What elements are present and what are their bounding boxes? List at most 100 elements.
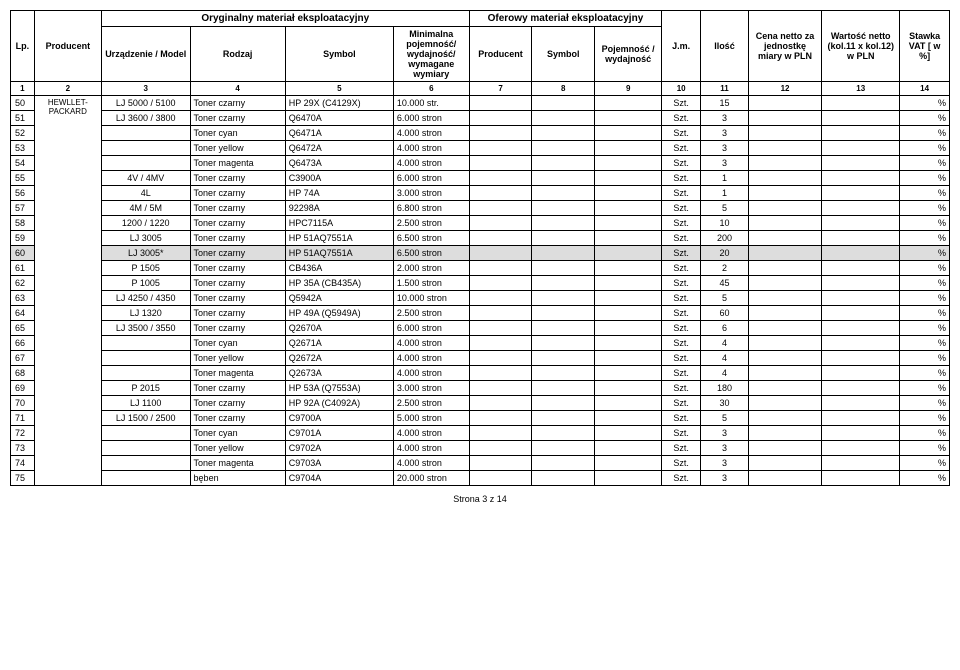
cell-jm: Szt. bbox=[662, 261, 701, 276]
cell-symbol: Q6472A bbox=[285, 141, 393, 156]
cell-empty bbox=[748, 321, 822, 336]
cell-vat: % bbox=[900, 351, 950, 366]
cell-lp: 50 bbox=[11, 96, 35, 111]
cell-empty bbox=[469, 276, 532, 291]
cell-model bbox=[101, 456, 190, 471]
cell-empty bbox=[595, 111, 662, 126]
cell-min: 2.500 stron bbox=[393, 306, 469, 321]
cell-vat: % bbox=[900, 471, 950, 486]
cell-model bbox=[101, 156, 190, 171]
cell-jm: Szt. bbox=[662, 381, 701, 396]
cell-empty bbox=[595, 276, 662, 291]
cell-model bbox=[101, 351, 190, 366]
cell-vat: % bbox=[900, 96, 950, 111]
cell-rodzaj: Toner czarny bbox=[190, 381, 285, 396]
cell-symbol: C9703A bbox=[285, 456, 393, 471]
cell-model: P 2015 bbox=[101, 381, 190, 396]
cell-jm: Szt. bbox=[662, 411, 701, 426]
cell-empty bbox=[532, 456, 595, 471]
cell-vat: % bbox=[900, 366, 950, 381]
cell-symbol: Q2672A bbox=[285, 351, 393, 366]
cell-lp: 55 bbox=[11, 171, 35, 186]
cell-lp: 60 bbox=[11, 246, 35, 261]
cell-empty bbox=[469, 381, 532, 396]
cell-rodzaj: Toner czarny bbox=[190, 246, 285, 261]
cell-empty bbox=[469, 171, 532, 186]
cell-lp: 69 bbox=[11, 381, 35, 396]
cell-empty bbox=[469, 306, 532, 321]
cell-lp: 66 bbox=[11, 336, 35, 351]
cell-ilosc: 3 bbox=[701, 471, 749, 486]
cell-model bbox=[101, 336, 190, 351]
cell-empty bbox=[532, 141, 595, 156]
cell-ilosc: 3 bbox=[701, 126, 749, 141]
cell-rodzaj: Toner yellow bbox=[190, 141, 285, 156]
cell-lp: 68 bbox=[11, 366, 35, 381]
cell-model: LJ 3005* bbox=[101, 246, 190, 261]
th-symbol2: Symbol bbox=[532, 27, 595, 82]
cell-jm: Szt. bbox=[662, 171, 701, 186]
cell-empty bbox=[595, 351, 662, 366]
th-rodzaj: Rodzaj bbox=[190, 27, 285, 82]
cell-empty bbox=[532, 291, 595, 306]
cell-empty bbox=[748, 96, 822, 111]
cell-jm: Szt. bbox=[662, 246, 701, 261]
cell-empty bbox=[822, 321, 900, 336]
cell-ilosc: 6 bbox=[701, 321, 749, 336]
table-row: 69P 2015Toner czarnyHP 53A (Q7553A)3.000… bbox=[11, 381, 950, 396]
cell-ilosc: 4 bbox=[701, 336, 749, 351]
cell-empty bbox=[595, 126, 662, 141]
cell-empty bbox=[469, 141, 532, 156]
cell-lp: 56 bbox=[11, 186, 35, 201]
cell-empty bbox=[469, 411, 532, 426]
table-row: 64LJ 1320Toner czarnyHP 49A (Q5949A)2.50… bbox=[11, 306, 950, 321]
th-stawka: Stawka VAT [ w %] bbox=[900, 11, 950, 82]
cell-jm: Szt. bbox=[662, 471, 701, 486]
cell-empty bbox=[532, 171, 595, 186]
cell-empty bbox=[469, 201, 532, 216]
cell-lp: 74 bbox=[11, 456, 35, 471]
cell-jm: Szt. bbox=[662, 126, 701, 141]
cell-vat: % bbox=[900, 111, 950, 126]
cell-lp: 57 bbox=[11, 201, 35, 216]
cell-min: 1.500 stron bbox=[393, 276, 469, 291]
cell-jm: Szt. bbox=[662, 156, 701, 171]
th-minimalna: Minimalna pojemność/ wydajność/ wymagane… bbox=[393, 27, 469, 82]
table-row: 62P 1005Toner czarnyHP 35A (CB435A)1.500… bbox=[11, 276, 950, 291]
cell-empty bbox=[469, 321, 532, 336]
cell-symbol: C9702A bbox=[285, 441, 393, 456]
cell-empty bbox=[822, 291, 900, 306]
cell-empty bbox=[469, 426, 532, 441]
cell-rodzaj: Toner magenta bbox=[190, 156, 285, 171]
cell-empty bbox=[748, 381, 822, 396]
colnum-3: 3 bbox=[101, 82, 190, 96]
cell-model: 4M / 5M bbox=[101, 201, 190, 216]
cell-empty bbox=[595, 231, 662, 246]
cell-jm: Szt. bbox=[662, 351, 701, 366]
cell-vat: % bbox=[900, 216, 950, 231]
cell-rodzaj: Toner magenta bbox=[190, 366, 285, 381]
cell-vat: % bbox=[900, 201, 950, 216]
cell-empty bbox=[822, 456, 900, 471]
cell-min: 6.000 stron bbox=[393, 321, 469, 336]
cell-empty bbox=[822, 126, 900, 141]
cell-rodzaj: Toner czarny bbox=[190, 201, 285, 216]
cell-empty bbox=[595, 381, 662, 396]
cell-empty bbox=[748, 111, 822, 126]
cell-symbol: C9700A bbox=[285, 411, 393, 426]
cell-empty bbox=[822, 96, 900, 111]
cell-empty bbox=[532, 261, 595, 276]
cell-empty bbox=[822, 306, 900, 321]
cell-ilosc: 200 bbox=[701, 231, 749, 246]
cell-empty bbox=[822, 276, 900, 291]
cell-empty bbox=[748, 291, 822, 306]
cell-rodzaj: Toner czarny bbox=[190, 171, 285, 186]
cell-empty bbox=[532, 216, 595, 231]
cell-empty bbox=[595, 426, 662, 441]
table-row: 51LJ 3600 / 3800Toner czarnyQ6470A6.000 … bbox=[11, 111, 950, 126]
cell-empty bbox=[469, 351, 532, 366]
cell-rodzaj: Toner czarny bbox=[190, 306, 285, 321]
cell-empty bbox=[532, 366, 595, 381]
cell-empty bbox=[532, 351, 595, 366]
cell-rodzaj: Toner czarny bbox=[190, 186, 285, 201]
